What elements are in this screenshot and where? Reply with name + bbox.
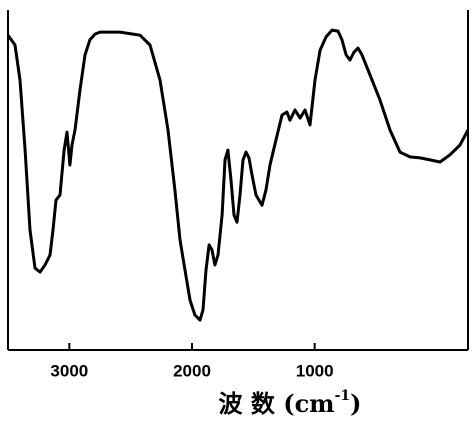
- axes-frame: [7, 10, 469, 351]
- x-tick-label: 1000: [296, 361, 334, 380]
- x-axis-title-close: ): [350, 389, 361, 418]
- x-axis-title-sup: -1: [335, 388, 351, 404]
- x-axis-title-main: 波 数 (cm: [219, 389, 335, 418]
- x-axis-title: 波 数 (cm-1): [219, 388, 362, 418]
- spectrum-line: [6, 28, 470, 322]
- x-tick-label: 3000: [50, 361, 88, 380]
- x-tick-label: 2000: [173, 361, 211, 380]
